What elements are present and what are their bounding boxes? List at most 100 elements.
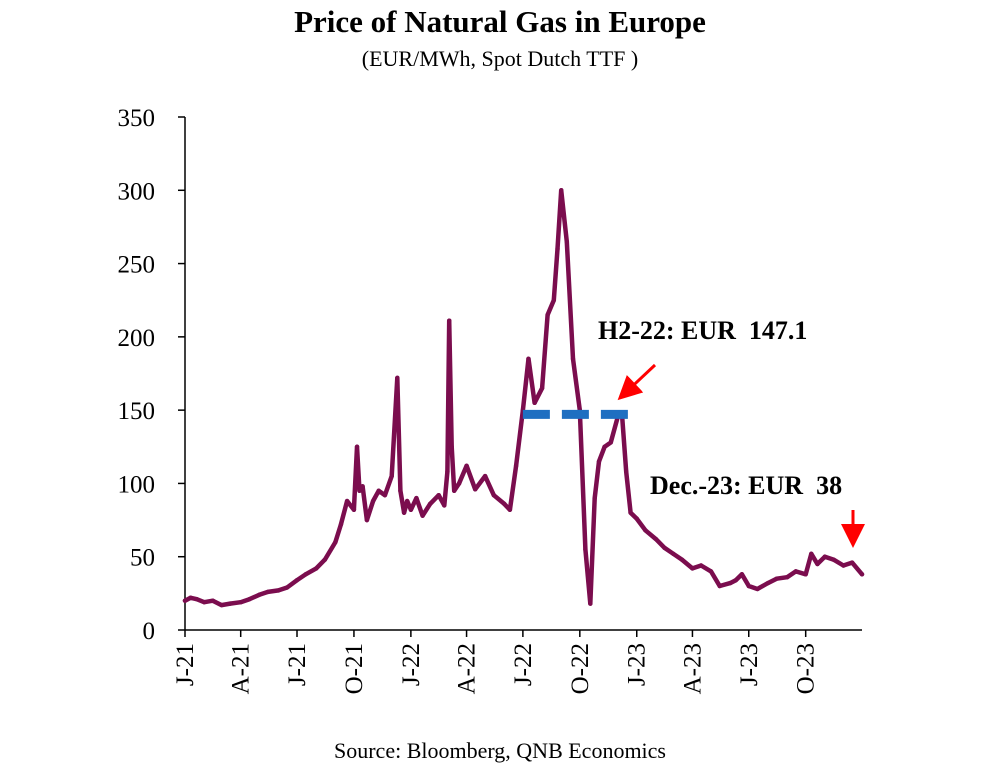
data-point xyxy=(822,554,828,559)
data-point xyxy=(662,545,667,551)
data-point xyxy=(382,492,388,498)
data-point xyxy=(727,580,733,586)
chart-source: Source: Bloomberg, QNB Economics xyxy=(334,738,666,763)
y-tick-label: 250 xyxy=(118,252,156,279)
data-point xyxy=(370,498,376,504)
chart-subtitle: (EUR/MWh, Spot Dutch TTF ) xyxy=(361,46,639,71)
data-point xyxy=(360,484,365,489)
x-tick-label: A-21 xyxy=(228,643,255,694)
annotation-h2-22: H2-22: EUR 147.1 xyxy=(598,316,807,345)
data-point xyxy=(473,487,478,492)
data-point xyxy=(194,597,199,602)
data-point xyxy=(774,576,779,581)
data-point xyxy=(559,188,564,193)
x-tick-label: J-21 xyxy=(284,643,311,686)
data-point xyxy=(210,598,216,603)
data-point xyxy=(803,572,808,577)
data-point xyxy=(784,575,790,580)
x-axis-ticks: J-21 A-21 J-21 O-21 J-22 A-22 J-22 O-22 J-23 A-23… xyxy=(172,630,820,694)
data-point xyxy=(247,597,252,602)
series-price-points xyxy=(182,188,865,608)
data-point xyxy=(583,547,588,552)
data-point xyxy=(765,580,771,586)
data-point xyxy=(602,444,607,449)
data-point xyxy=(588,601,593,606)
data-point xyxy=(344,498,350,504)
data-point xyxy=(624,469,629,474)
data-point xyxy=(354,444,360,449)
data-point xyxy=(491,492,496,498)
data-point xyxy=(389,473,394,479)
data-point xyxy=(539,385,545,391)
data-point xyxy=(831,557,836,562)
data-point xyxy=(502,501,507,507)
x-tick-label: J-23 xyxy=(736,643,763,686)
data-point xyxy=(464,463,469,469)
data-point xyxy=(793,569,798,574)
data-point xyxy=(238,599,243,605)
data-point xyxy=(395,375,400,381)
data-point xyxy=(449,444,454,449)
data-point xyxy=(303,572,308,577)
data-point xyxy=(447,318,452,323)
annotation-dec-23: Dec.-23: EUR 38 xyxy=(650,471,842,500)
data-point xyxy=(451,488,457,493)
data-point xyxy=(733,577,738,583)
y-tick-label: 300 xyxy=(118,178,156,205)
x-tick-label: J-21 xyxy=(172,643,199,686)
data-point xyxy=(420,513,425,518)
y-tick-label: 350 xyxy=(118,105,156,132)
data-point xyxy=(755,586,760,592)
series-price-line xyxy=(182,188,865,608)
y-tick-label: 100 xyxy=(118,471,156,498)
data-point xyxy=(338,522,344,527)
y-tick-label: 150 xyxy=(118,398,156,425)
data-point xyxy=(276,588,281,593)
data-point xyxy=(408,507,414,513)
data-point xyxy=(294,577,300,583)
data-point xyxy=(717,583,722,589)
data-point xyxy=(671,551,676,556)
data-point xyxy=(653,536,659,542)
x-tick-label: A-23 xyxy=(679,643,706,694)
data-point xyxy=(445,469,450,474)
x-tick-label: J-22 xyxy=(398,643,425,686)
data-point xyxy=(376,488,381,493)
y-tick-label: 200 xyxy=(118,325,156,352)
h2-22-annotation-arrow xyxy=(617,363,657,401)
data-point xyxy=(404,498,410,504)
data-point xyxy=(570,356,576,362)
data-point xyxy=(551,298,557,303)
data-point xyxy=(507,507,513,513)
data-point xyxy=(284,585,290,590)
data-point xyxy=(628,510,633,515)
data-point xyxy=(436,492,441,498)
data-point xyxy=(739,572,745,577)
data-point xyxy=(357,488,362,493)
data-point xyxy=(859,572,865,577)
data-point xyxy=(592,495,597,501)
data-point xyxy=(427,501,433,507)
data-point xyxy=(442,503,447,508)
data-point xyxy=(564,239,570,244)
data-point xyxy=(398,488,403,493)
data-point xyxy=(526,356,531,362)
data-point xyxy=(188,595,193,600)
data-point xyxy=(815,561,820,567)
data-point xyxy=(532,400,537,406)
data-point xyxy=(227,601,233,606)
data-point xyxy=(182,598,188,603)
data-point xyxy=(401,510,407,515)
data-point xyxy=(634,516,639,521)
x-tick-label: O-21 xyxy=(341,643,368,694)
data-point xyxy=(219,602,224,608)
data-point xyxy=(809,551,814,556)
data-point xyxy=(708,569,714,574)
data-point xyxy=(513,463,519,469)
data-point xyxy=(482,473,488,479)
data-point xyxy=(257,592,262,598)
data-point xyxy=(679,557,685,562)
data-point xyxy=(746,583,751,589)
data-point xyxy=(351,507,357,513)
